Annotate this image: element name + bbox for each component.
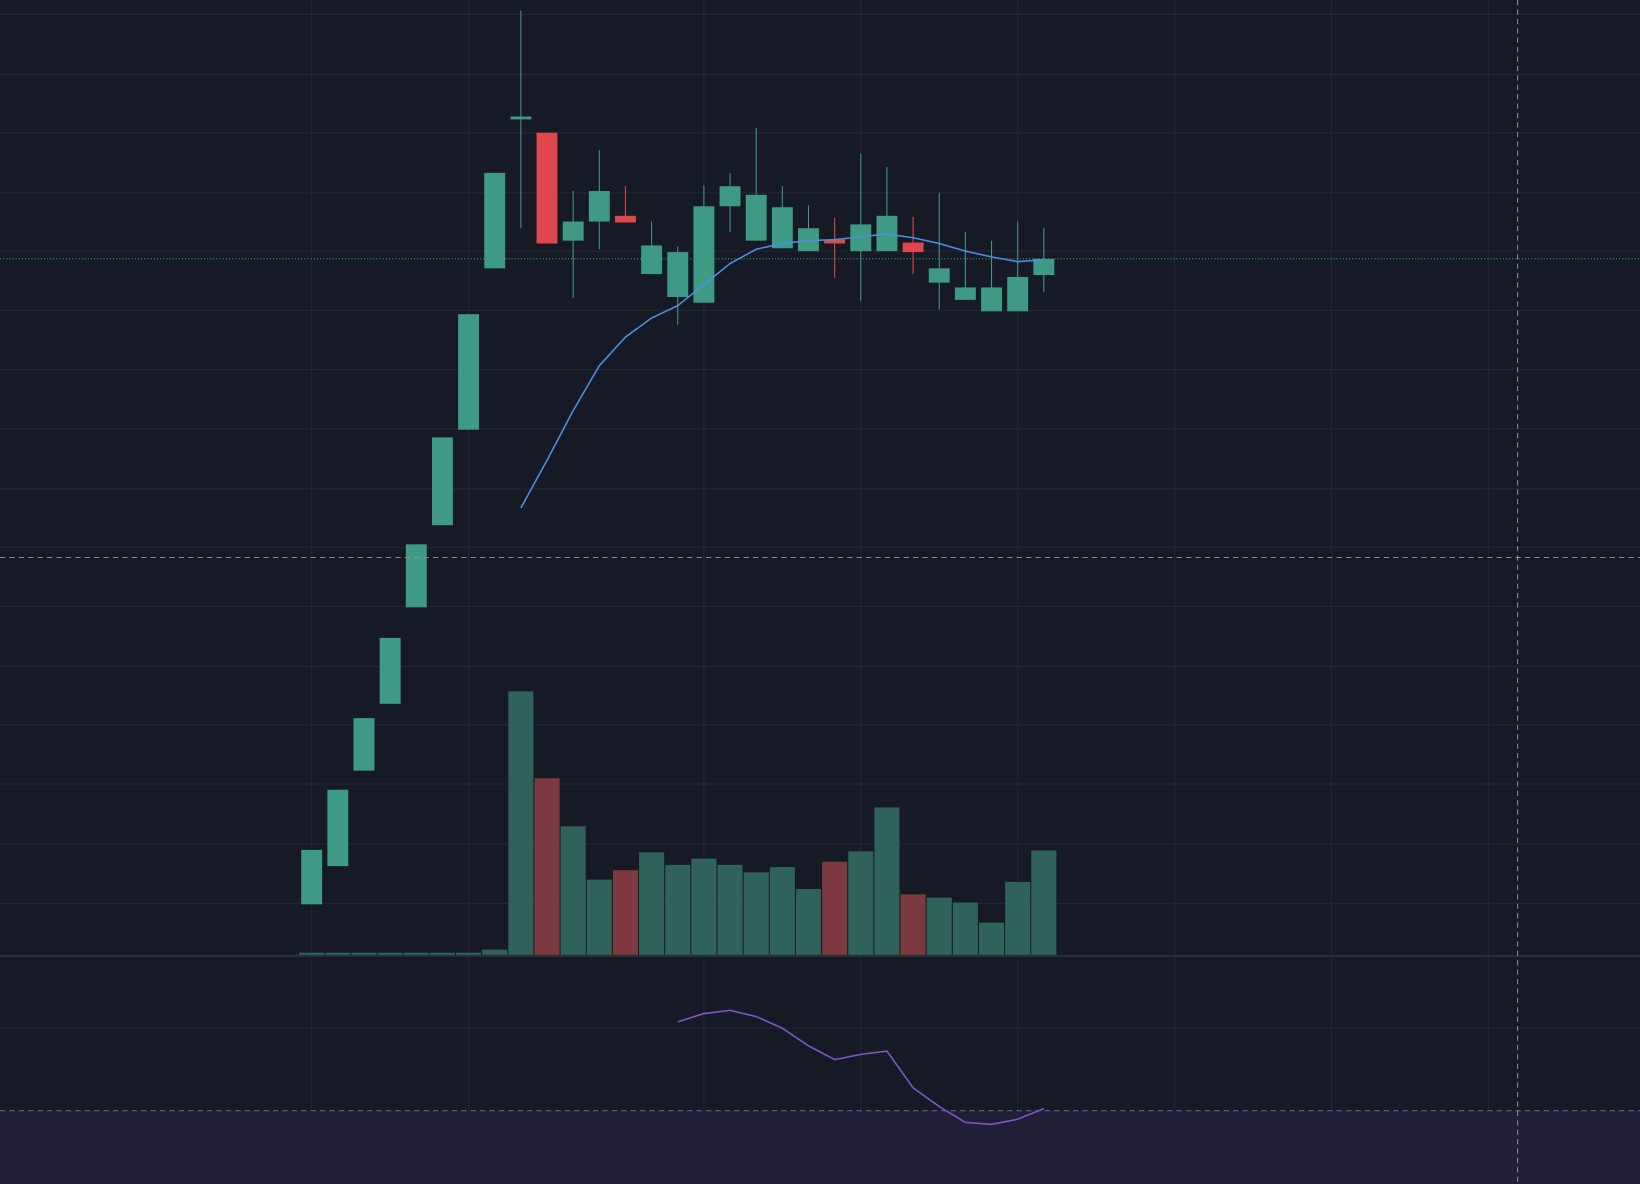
candle-body bbox=[745, 194, 767, 241]
candle-body bbox=[824, 239, 846, 244]
volume-bar bbox=[325, 952, 351, 955]
candle bbox=[562, 190, 584, 298]
moving-average-line bbox=[520, 233, 1044, 509]
candle-body bbox=[353, 718, 375, 771]
volume-bar bbox=[978, 922, 1005, 955]
candle-body bbox=[641, 245, 663, 275]
candle bbox=[615, 186, 636, 223]
volume-bar bbox=[795, 889, 822, 955]
volume-bar bbox=[534, 778, 560, 955]
candle-body bbox=[928, 268, 950, 283]
candle bbox=[928, 192, 950, 310]
candle bbox=[588, 149, 610, 250]
candle-body bbox=[615, 215, 636, 223]
candle-body bbox=[798, 228, 819, 252]
candle bbox=[954, 232, 976, 300]
candle bbox=[745, 127, 767, 241]
volume-bar bbox=[482, 949, 508, 955]
candle-body bbox=[771, 207, 793, 249]
oversold-band bbox=[0, 1110, 1640, 1184]
candle bbox=[850, 153, 872, 301]
volume-bar bbox=[456, 952, 482, 955]
candle bbox=[379, 637, 401, 704]
volume-bar bbox=[429, 952, 455, 955]
volume-bar bbox=[926, 897, 952, 955]
candle bbox=[458, 314, 480, 430]
volume-bar bbox=[403, 952, 429, 955]
volume-bar bbox=[586, 879, 612, 955]
volume-bar bbox=[822, 861, 848, 955]
candle bbox=[667, 246, 689, 325]
candle bbox=[484, 172, 506, 269]
volume-bar bbox=[377, 952, 403, 955]
volume-bar bbox=[874, 807, 900, 955]
candle bbox=[405, 544, 427, 608]
candle-body bbox=[536, 132, 558, 244]
candle-body bbox=[719, 186, 741, 207]
volume-bar bbox=[508, 691, 534, 955]
candle bbox=[301, 849, 323, 905]
candle-body bbox=[405, 544, 427, 608]
candle-body bbox=[327, 789, 349, 867]
candle bbox=[1007, 221, 1029, 312]
candle bbox=[902, 216, 924, 275]
volume-bar bbox=[769, 867, 795, 955]
candle bbox=[798, 205, 819, 252]
marks bbox=[0, 10, 1640, 1126]
candle-body bbox=[301, 849, 323, 905]
candle bbox=[431, 437, 453, 526]
candle-body bbox=[588, 190, 610, 222]
volume-bar bbox=[639, 852, 665, 955]
candle-body bbox=[1033, 258, 1055, 276]
candle-body bbox=[484, 172, 506, 269]
volume-bar bbox=[743, 872, 769, 955]
volume-bar bbox=[1005, 881, 1031, 955]
candle-body bbox=[510, 116, 532, 120]
volume-bar bbox=[665, 864, 691, 955]
candle-body bbox=[667, 252, 689, 297]
candle bbox=[641, 221, 663, 275]
candle bbox=[693, 185, 715, 303]
candle-body bbox=[431, 437, 453, 526]
candle bbox=[981, 240, 1002, 312]
candle bbox=[327, 789, 349, 867]
volume-bar bbox=[351, 952, 377, 955]
volume-bar bbox=[560, 826, 586, 955]
volume-bar bbox=[848, 851, 874, 955]
candle-body bbox=[379, 637, 401, 704]
candle bbox=[536, 132, 558, 244]
volume-bar bbox=[691, 858, 717, 955]
candle-body bbox=[458, 314, 480, 430]
volume-bar bbox=[952, 902, 978, 955]
candle-body bbox=[902, 242, 924, 253]
candle bbox=[824, 217, 846, 278]
candle-body bbox=[1007, 276, 1029, 312]
candle bbox=[353, 718, 375, 771]
candle bbox=[719, 172, 741, 233]
candle-body bbox=[562, 221, 584, 241]
candle-body bbox=[981, 287, 1002, 312]
oscillator-line bbox=[677, 1009, 1045, 1126]
candle-body bbox=[850, 224, 872, 252]
candle bbox=[510, 10, 532, 229]
volume-bar bbox=[900, 894, 926, 955]
candle bbox=[771, 186, 793, 249]
volume-bar bbox=[612, 870, 639, 955]
candle-body bbox=[954, 287, 976, 300]
volume-bar bbox=[717, 864, 743, 955]
volume-bar bbox=[1031, 850, 1057, 955]
volume-bar bbox=[299, 952, 325, 955]
candle-body bbox=[693, 206, 715, 303]
